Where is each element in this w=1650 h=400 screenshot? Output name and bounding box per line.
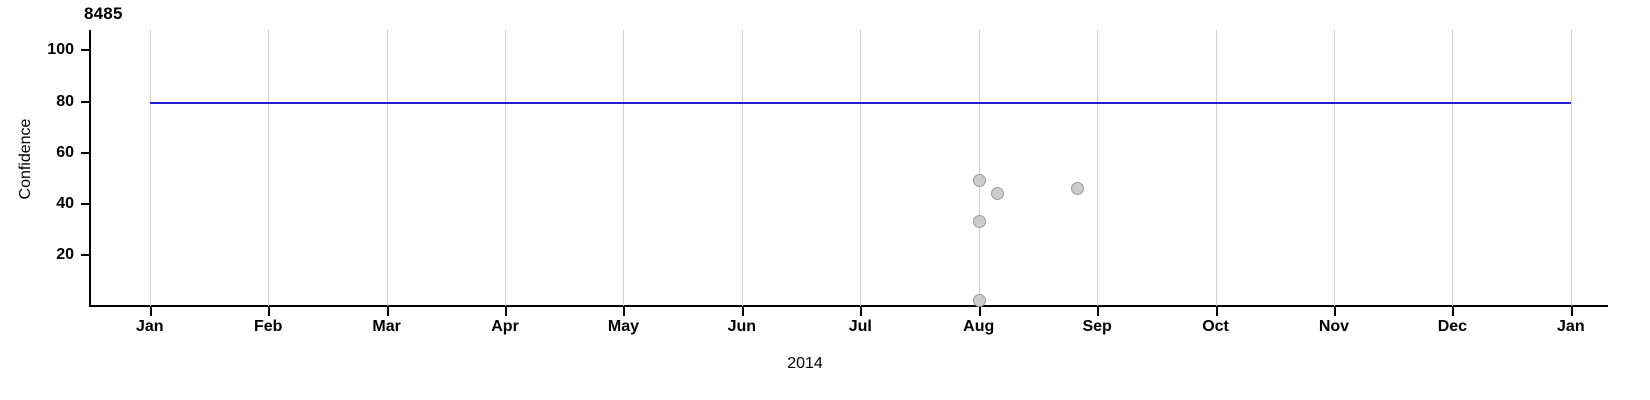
xtick-label-10: Nov [1318,318,1350,335]
chart-title: 8485 [84,4,123,23]
x-axis-label: 2014 [0,355,1650,373]
xtick-label-8: Sep [1082,318,1112,335]
gridline-jun-5 [741,30,743,306]
gridline-jul-6 [860,30,862,306]
xtick-label-6: Jul [848,318,872,335]
gridline-sep-8 [1097,30,1099,306]
xtick-label-3: Apr [491,318,519,335]
gridline-may-4 [623,30,625,306]
ytick-mark-80 [81,100,89,103]
data-point [972,174,986,188]
gridline-aug-7 [978,30,980,306]
ytick-mark-60 [81,151,89,154]
gridline-oct-9 [1215,30,1217,306]
data-point [1071,181,1085,195]
data-point [990,187,1004,201]
data-point [972,294,986,308]
xtick-mark-4 [623,307,626,316]
gridline-apr-3 [505,30,507,306]
gridline-dec-11 [1452,30,1454,306]
xtick-mark-9 [1215,307,1218,316]
xtick-mark-11 [1452,307,1455,316]
xtick-label-12: Jan [1557,318,1585,335]
ytick-label-100: 100 [47,41,74,59]
gridline-feb-1 [268,30,270,306]
xtick-label-1: Feb [253,318,283,335]
xtick-label-7: Aug [963,318,995,335]
xtick-label-9: Oct [1202,318,1229,335]
ytick-label-60: 60 [56,143,74,161]
ytick-label-80: 80 [56,92,74,110]
y-axis-line [89,30,91,306]
xtick-label-5: Jun [727,318,757,335]
gridline-nov-10 [1333,30,1335,306]
gridline-jan-12 [1570,30,1572,306]
xtick-label-0: Jan [135,318,164,335]
ytick-label-20: 20 [56,245,74,263]
ytick-mark-100 [81,49,89,52]
data-point [972,215,986,229]
xtick-mark-0 [149,307,152,316]
gridline-jan-0 [149,30,151,306]
ytick-label-40: 40 [56,194,74,212]
xtick-label-4: May [607,318,639,335]
xtick-mark-10 [1333,307,1336,316]
ytick-mark-20 [81,253,89,256]
gridline-mar-2 [386,30,388,306]
xtick-label-11: Dec [1437,318,1468,335]
xtick-mark-1 [268,307,271,316]
plot-area [89,30,1608,308]
xtick-mark-7 [978,307,981,316]
xtick-mark-2 [386,307,389,316]
xtick-mark-5 [741,307,744,316]
x-axis-line [89,305,1608,307]
threshold-reference-line [149,101,1571,104]
ytick-mark-40 [81,202,89,205]
xtick-mark-12 [1570,307,1573,316]
xtick-mark-8 [1097,307,1100,316]
xtick-label-2: Mar [372,318,401,335]
x-axis-label-text: 2014 [787,355,823,372]
xtick-mark-3 [505,307,508,316]
xtick-mark-6 [860,307,863,316]
